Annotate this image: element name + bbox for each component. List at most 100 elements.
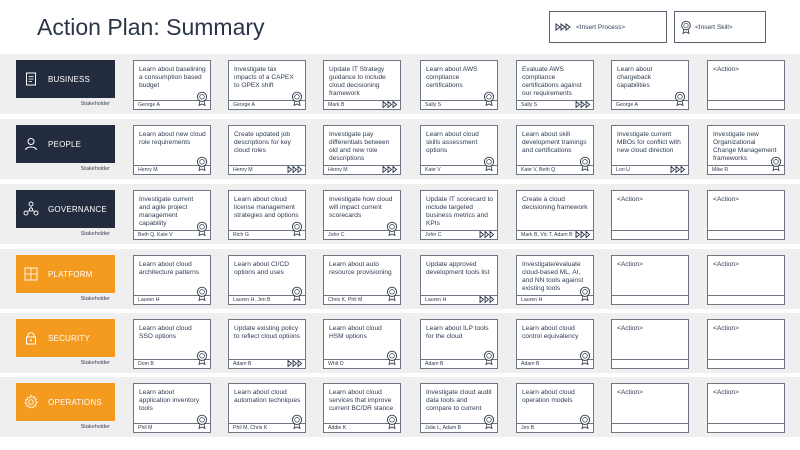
action-card-text: Update existing policy to reflect cloud … (234, 325, 300, 341)
legend-skill[interactable]: <Insert Skill> (674, 11, 766, 43)
action-card[interactable]: Learn about cloud architecture patterns L… (133, 255, 211, 305)
action-card[interactable]: Learn about cloud license management str… (228, 190, 306, 240)
category-label: OPERATIONS (48, 397, 102, 407)
action-card[interactable]: <Action> (611, 255, 689, 305)
skill-badge-icon (579, 156, 591, 171)
network-icon (16, 201, 46, 217)
action-card-text: Learn about cloud automation techniques (234, 389, 301, 405)
action-card-owner: George A (612, 100, 688, 109)
action-card[interactable]: Learn about ILP tools for the cloud Adam … (420, 319, 498, 369)
action-card[interactable]: Investigate pay differentials between ol… (323, 125, 401, 175)
skill-badge-icon (386, 414, 398, 429)
skill-badge-icon (386, 286, 398, 301)
legend-process[interactable]: <Insert Process> (549, 11, 667, 43)
category-security[interactable]: SECURITY (16, 319, 115, 357)
action-card[interactable]: Learn about auto resource provisioning Ch… (323, 255, 401, 305)
action-card[interactable]: Update IT scorecard to include targeted … (420, 190, 498, 240)
action-card-text: <Action> (713, 389, 740, 396)
category-label: PLATFORM (48, 269, 93, 279)
action-card[interactable]: Learn about cloud skills assessment opti… (420, 125, 498, 175)
action-card-owner: Julie L, Adam B (421, 423, 497, 432)
action-card-text: Investigate pay differentials between ol… (329, 131, 390, 163)
action-card[interactable]: Learn about cloud services that improve … (323, 383, 401, 433)
category-business[interactable]: BUSINESS (16, 60, 115, 98)
action-card-text: Create a cloud decisioning framework (522, 196, 588, 212)
action-card-text: Learn about cloud services that improve … (329, 389, 394, 413)
stakeholder-label: Stakeholder (80, 101, 110, 107)
category-people[interactable]: PEOPLE (16, 125, 115, 163)
action-card-owner: Mike R (708, 165, 784, 174)
action-card[interactable]: Investigate new Organizational Change Ma… (707, 125, 785, 175)
skill-badge-icon (579, 350, 591, 365)
action-card[interactable]: <Action> (611, 190, 689, 240)
action-card[interactable]: Investigate cloud audit data tools and c… (420, 383, 498, 433)
action-card-owner (708, 100, 784, 109)
action-card-owner: Beth Q, Kate V (134, 230, 210, 239)
skill-badge-icon (196, 156, 208, 171)
action-card-text: Learn about cloud architecture patterns (139, 261, 200, 277)
action-card[interactable]: <Action> (707, 60, 785, 110)
action-card[interactable]: Learn about cloud HSM options Whit D (323, 319, 401, 369)
platform-grid-icon (16, 267, 46, 281)
skill-badge-icon (680, 20, 692, 34)
action-card-text: Learn about auto resource provisioning (329, 261, 392, 277)
action-card-owner: Phil M (134, 423, 210, 432)
category-operations[interactable]: OPERATIONS (16, 383, 115, 421)
action-card-text: Evaluate AWS compliance certifications a… (522, 66, 582, 98)
process-arrows-icon (382, 166, 398, 173)
action-card-owner: Kate V (421, 165, 497, 174)
category-governance[interactable]: GOVERNANCE (16, 190, 115, 228)
action-card[interactable]: Learn about cloud operation models Jen B (516, 383, 594, 433)
action-card-text: Investigate current MBOs for conflict wi… (617, 131, 681, 155)
action-card[interactable]: Update IT Strategy guidance to include c… (323, 60, 401, 110)
action-card[interactable]: <Action> (611, 319, 689, 369)
action-card[interactable]: Update approved development tools list La… (420, 255, 498, 305)
action-card[interactable]: Create a cloud decisioning framework Mark… (516, 190, 594, 240)
action-card[interactable]: Investigate current MBOs for conflict wi… (611, 125, 689, 175)
action-card[interactable]: Learn about new cloud role requirements H… (133, 125, 211, 175)
action-card[interactable]: Investigate how cloud will impact curren… (323, 190, 401, 240)
action-card[interactable]: Learn about AWS compliance certification… (420, 60, 498, 110)
action-card[interactable]: Investigate tax impacts of a CAPEX to OP… (228, 60, 306, 110)
action-card-owner (708, 359, 784, 368)
action-card-owner: Henry M (229, 165, 305, 174)
action-card-owner (708, 230, 784, 239)
action-card[interactable]: <Action> (611, 383, 689, 433)
action-card[interactable]: Investigate/evaluate cloud-based ML, AI,… (516, 255, 594, 305)
action-card[interactable]: Learn about skill development trainings … (516, 125, 594, 175)
legend-process-label: <Insert Process> (576, 23, 626, 31)
action-card[interactable]: Learn about CI/CD options and uses Lauren… (228, 255, 306, 305)
action-card[interactable]: <Action> (707, 190, 785, 240)
action-card-owner: Lauren H (421, 295, 497, 304)
action-card-owner: Whit D (324, 359, 400, 368)
process-arrows-icon (575, 231, 591, 238)
action-card[interactable]: Learn about cloud control equivalency Ada… (516, 319, 594, 369)
stakeholder-label: Stakeholder (80, 424, 110, 430)
action-card-owner: Lauren H (134, 295, 210, 304)
process-arrows-icon (555, 23, 573, 31)
action-card[interactable]: <Action> (707, 319, 785, 369)
action-card[interactable]: Learn about cloud SSO options Dom B (133, 319, 211, 369)
action-card-owner: Lauren H (517, 295, 593, 304)
action-card-text: Learn about baselining a consumption bas… (139, 66, 206, 90)
action-card-text: Learn about new cloud role requirements (139, 131, 206, 147)
action-card[interactable]: <Action> (707, 383, 785, 433)
skill-badge-icon (291, 286, 303, 301)
action-card-text: <Action> (617, 325, 644, 332)
action-card[interactable]: Learn about chargeback capabilities Georg… (611, 60, 689, 110)
category-platform[interactable]: PLATFORM (16, 255, 115, 293)
skill-badge-icon (674, 91, 686, 106)
skill-badge-icon (579, 286, 591, 301)
action-card[interactable]: Update existing policy to reflect cloud … (228, 319, 306, 369)
action-card[interactable]: Learn about cloud automation techniques P… (228, 383, 306, 433)
action-card-text: Create updated job descriptions for key … (234, 131, 291, 155)
action-card-text: Learn about AWS compliance certification… (426, 66, 478, 90)
action-card[interactable]: <Action> (707, 255, 785, 305)
action-card[interactable]: Learn about application inventory tools P… (133, 383, 211, 433)
action-card-text: Update IT Strategy guidance to include c… (329, 66, 386, 98)
action-card[interactable]: Investigate current and agile project ma… (133, 190, 211, 240)
action-card[interactable]: Learn about baselining a consumption bas… (133, 60, 211, 110)
action-card[interactable]: Evaluate AWS compliance certifications a… (516, 60, 594, 110)
person-icon (16, 137, 46, 151)
action-card[interactable]: Create updated job descriptions for key … (228, 125, 306, 175)
